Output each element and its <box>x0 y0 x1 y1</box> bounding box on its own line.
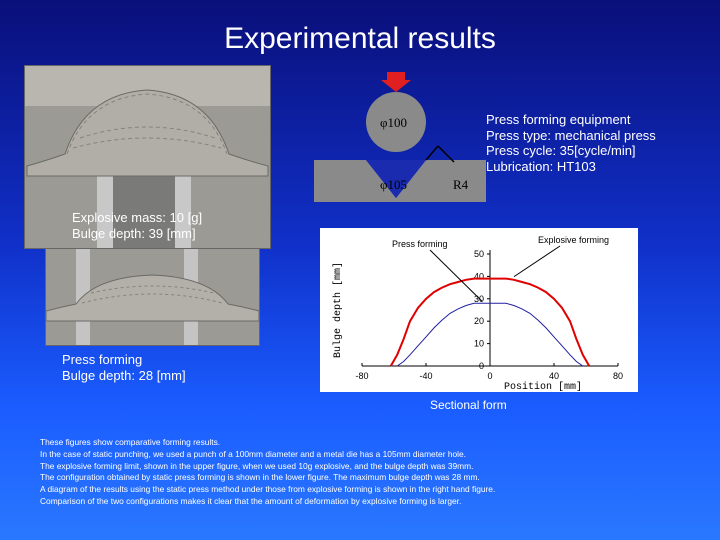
press-die-diagram: φ100 φ105 R4 <box>314 70 486 202</box>
chart-svg: -80-400408001020304050Position [mm]Bulge… <box>332 235 623 393</box>
x-tick-label: -80 <box>355 371 368 381</box>
die-shape <box>314 160 486 202</box>
y-tick-label: 10 <box>474 339 484 349</box>
description-line: Comparison of the two configurations mak… <box>40 495 462 506</box>
force-arrow-icon <box>381 72 411 92</box>
press-equipment-info: Press forming equipment Press type: mech… <box>486 112 656 174</box>
description-line: The explosive forming limit, shown in th… <box>40 460 474 471</box>
press-info-line: Press type: mechanical press <box>486 127 656 143</box>
press-info-line: Press forming equipment <box>486 112 631 127</box>
x-tick-label: 40 <box>549 371 559 381</box>
die-radius-label: R4 <box>453 177 469 192</box>
annotation-press-forming: Press forming <box>392 239 448 249</box>
description-line: A diagram of the results using the stati… <box>40 484 496 495</box>
series-line-explosive-forming <box>389 277 591 367</box>
description-line: In the case of static punching, we used … <box>40 448 466 459</box>
explosive-forming-photo <box>24 65 271 249</box>
annotation-pointer <box>513 245 561 278</box>
explosive-depth-text: Bulge depth: 39 [mm] <box>72 226 196 241</box>
press-forming-photo <box>45 248 260 346</box>
press-forming-text: Press forming <box>62 352 143 367</box>
chart-caption: Sectional form <box>430 398 507 412</box>
punch-diameter-label: φ100 <box>380 115 408 130</box>
explosive-mass-text: Explosive mass: 10 [g] <box>72 210 203 225</box>
press-depth-text: Bulge depth: 28 [mm] <box>62 368 186 383</box>
x-tick-label: 0 <box>487 371 492 381</box>
x-axis-label: Position [mm] <box>504 381 582 392</box>
y-axis-label: Bulge depth [mm] <box>332 262 344 358</box>
y-tick-label: 50 <box>474 249 484 259</box>
die-schematic-svg <box>314 72 486 202</box>
punch-shape <box>366 92 426 152</box>
annotation-pointer <box>429 249 483 302</box>
description-line: The configuration obtained by static pre… <box>40 472 480 483</box>
x-tick-label: -40 <box>419 371 432 381</box>
press-info-line: Press cycle: 35[cycle/min] <box>486 143 636 158</box>
annotation-explosive-forming: Explosive forming <box>538 235 609 245</box>
sectional-form-chart: -80-400408001020304050Position [mm]Bulge… <box>320 228 638 393</box>
y-tick-label: 40 <box>474 271 484 281</box>
description-block: These figures show comparative forming r… <box>40 437 495 508</box>
press-info-line: Lubrication: HT103 <box>486 158 596 174</box>
y-tick-label: 0 <box>479 361 484 371</box>
die-diameter-label: φ105 <box>380 177 408 192</box>
series-line-press-forming <box>396 302 584 367</box>
y-tick-label: 20 <box>474 316 484 326</box>
explosive-result-label: Explosive mass: 10 [g] Bulge depth: 39 [… <box>72 210 202 242</box>
press-result-label: Press forming Bulge depth: 28 [mm] <box>62 352 186 384</box>
x-tick-label: 80 <box>613 371 623 381</box>
description-line: These figures show comparative forming r… <box>40 437 221 447</box>
slide-title: Experimental results <box>224 22 496 55</box>
